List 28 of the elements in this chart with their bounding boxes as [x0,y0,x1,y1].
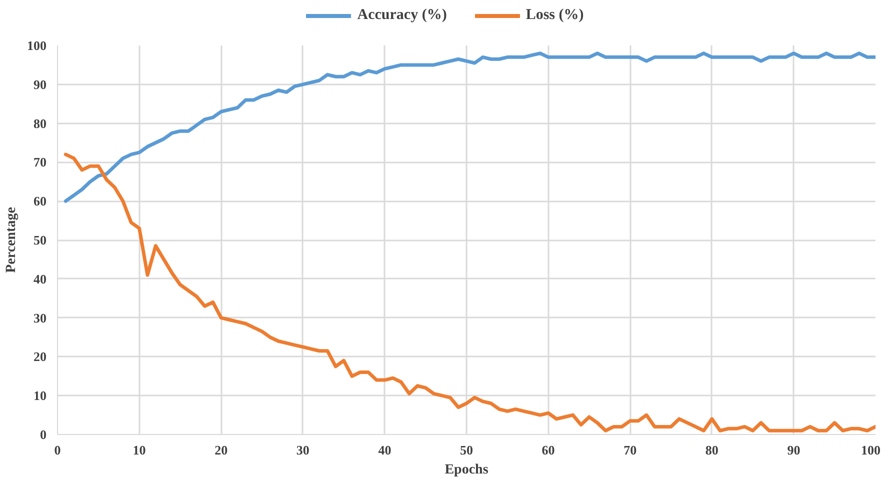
y-tick-label: 20 [34,349,46,364]
y-tick-label: 10 [34,388,46,404]
x-tick-label: 100 [861,442,880,458]
x-tick-label: 40 [378,442,392,458]
y-axis-title: Percentage [4,207,19,273]
x-axis-title: Epochs [444,462,489,478]
x-tick-label: 90 [787,442,800,458]
y-tick-label: 90 [34,76,46,92]
y-tick-label: 0 [40,427,46,442]
legend-label: Accuracy (%) [357,7,447,23]
x-tick-label: 70 [624,442,637,458]
y-tick-label: 30 [34,310,46,326]
x-tick-label: 0 [54,442,61,458]
x-tick-label: 80 [705,442,718,458]
x-tick-label: 10 [132,442,146,458]
line-series [64,52,876,203]
legend-label: Loss (%) [526,7,584,23]
x-tick-label: 50 [460,442,473,458]
y-tick-label: 60 [34,194,46,209]
x-tick-label: 30 [296,442,310,458]
y-tick-label: 80 [34,116,46,131]
line-series [64,152,876,432]
y-tick-label: 70 [34,154,46,170]
y-tick-label: 50 [34,232,46,248]
y-tick-label: 40 [34,271,46,286]
y-tick-label: 100 [27,38,46,53]
x-tick-label: 60 [542,442,555,458]
x-tick-label: 20 [214,442,228,458]
